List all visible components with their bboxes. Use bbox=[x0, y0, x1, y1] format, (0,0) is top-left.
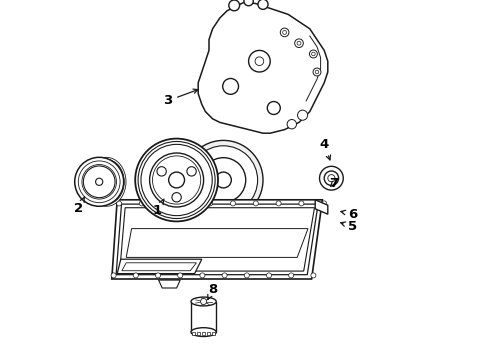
Circle shape bbox=[117, 201, 122, 206]
Circle shape bbox=[169, 172, 185, 188]
Circle shape bbox=[208, 201, 213, 206]
Bar bbox=[212, 332, 216, 335]
Ellipse shape bbox=[92, 164, 121, 200]
Circle shape bbox=[315, 70, 319, 74]
Circle shape bbox=[74, 157, 123, 206]
Bar bbox=[191, 302, 216, 332]
Circle shape bbox=[133, 273, 138, 278]
Circle shape bbox=[319, 166, 343, 190]
Circle shape bbox=[268, 102, 280, 114]
Circle shape bbox=[310, 50, 318, 58]
Ellipse shape bbox=[94, 166, 119, 198]
Circle shape bbox=[162, 201, 167, 206]
Circle shape bbox=[200, 273, 205, 278]
Text: 6: 6 bbox=[341, 208, 358, 221]
Ellipse shape bbox=[191, 328, 216, 337]
Circle shape bbox=[258, 0, 268, 9]
Ellipse shape bbox=[90, 162, 122, 202]
Circle shape bbox=[244, 0, 253, 6]
Circle shape bbox=[216, 172, 231, 188]
Circle shape bbox=[155, 273, 161, 278]
Circle shape bbox=[138, 141, 215, 219]
Circle shape bbox=[324, 171, 339, 185]
Bar bbox=[202, 332, 205, 335]
Text: 7: 7 bbox=[329, 177, 338, 190]
Bar bbox=[197, 332, 200, 335]
Circle shape bbox=[312, 52, 315, 56]
Circle shape bbox=[230, 201, 236, 206]
Polygon shape bbox=[198, 2, 328, 133]
Text: 4: 4 bbox=[319, 138, 331, 160]
Circle shape bbox=[313, 68, 321, 76]
Circle shape bbox=[245, 273, 249, 278]
Circle shape bbox=[96, 178, 103, 185]
Circle shape bbox=[178, 273, 183, 278]
Circle shape bbox=[135, 139, 218, 221]
Circle shape bbox=[229, 0, 240, 11]
Circle shape bbox=[172, 193, 181, 202]
Text: 5: 5 bbox=[341, 220, 358, 233]
Ellipse shape bbox=[89, 159, 124, 204]
Ellipse shape bbox=[87, 157, 126, 206]
Circle shape bbox=[253, 201, 258, 206]
Circle shape bbox=[139, 201, 145, 206]
Circle shape bbox=[222, 78, 239, 94]
Text: 2: 2 bbox=[74, 197, 84, 215]
Circle shape bbox=[311, 273, 316, 278]
Circle shape bbox=[267, 273, 271, 278]
Polygon shape bbox=[159, 280, 180, 288]
Text: 8: 8 bbox=[208, 283, 217, 300]
Circle shape bbox=[248, 50, 270, 72]
Ellipse shape bbox=[191, 297, 216, 306]
Circle shape bbox=[283, 31, 287, 34]
Circle shape bbox=[157, 167, 166, 176]
Circle shape bbox=[152, 156, 201, 204]
Circle shape bbox=[149, 153, 204, 207]
Circle shape bbox=[111, 273, 116, 278]
Circle shape bbox=[299, 201, 304, 206]
Circle shape bbox=[297, 110, 308, 120]
Circle shape bbox=[255, 57, 264, 66]
Polygon shape bbox=[117, 259, 202, 274]
Circle shape bbox=[200, 298, 207, 305]
Circle shape bbox=[83, 166, 115, 198]
Circle shape bbox=[294, 39, 303, 48]
Polygon shape bbox=[112, 200, 322, 279]
Circle shape bbox=[328, 175, 335, 182]
Polygon shape bbox=[315, 200, 328, 214]
Circle shape bbox=[276, 201, 281, 206]
Circle shape bbox=[184, 140, 263, 220]
Circle shape bbox=[187, 167, 196, 176]
Circle shape bbox=[185, 201, 190, 206]
Circle shape bbox=[297, 41, 301, 45]
Bar bbox=[192, 332, 196, 335]
Circle shape bbox=[287, 120, 296, 129]
Circle shape bbox=[280, 28, 289, 37]
Circle shape bbox=[289, 273, 294, 278]
Circle shape bbox=[189, 146, 258, 214]
Text: 3: 3 bbox=[163, 89, 198, 107]
Circle shape bbox=[141, 144, 212, 216]
Text: 1: 1 bbox=[152, 199, 164, 217]
Ellipse shape bbox=[96, 168, 117, 195]
Circle shape bbox=[222, 273, 227, 278]
Bar bbox=[207, 332, 210, 335]
Circle shape bbox=[201, 158, 245, 202]
Circle shape bbox=[321, 201, 327, 206]
